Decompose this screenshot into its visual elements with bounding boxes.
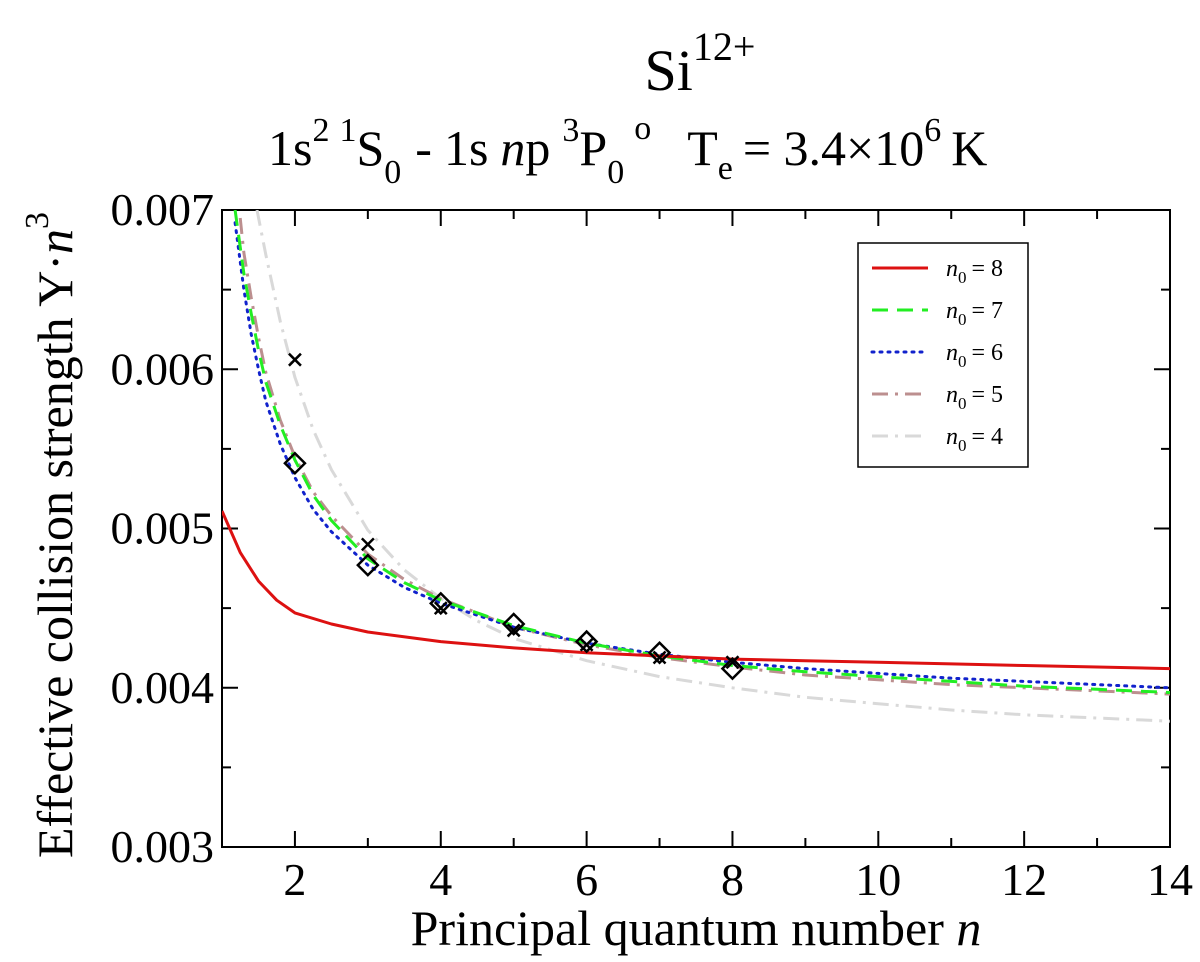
title-ion: Si [645, 38, 693, 103]
diamond-marker [283, 451, 307, 475]
y-axis-label: Effective collision strength Y·n3 [19, 212, 83, 858]
cross-marker [725, 655, 740, 670]
cross-marker [579, 637, 594, 652]
diamond-marker [429, 591, 453, 616]
series-line-n0-7 [233, 210, 1170, 694]
legend-label: n0 = 5 [946, 382, 1003, 413]
legend-label: n0 = 8 [946, 256, 1003, 287]
cross-marker [506, 623, 521, 638]
cross-marker [360, 537, 375, 552]
x-tick-label: 8 [721, 854, 744, 905]
series-line-n0-6 [233, 221, 1170, 690]
diamond-marker [356, 553, 380, 577]
cross-marker [652, 650, 667, 665]
series-line-n0-8 [222, 510, 1170, 671]
y-tick-label: 0.004 [111, 662, 215, 713]
x-axis-label: Principal quantum number n [411, 900, 982, 956]
y-tick-label: 0.005 [111, 503, 215, 554]
chart-title: Si12+ [645, 24, 756, 103]
legend: n0 = 8 n0 = 7 n0 = 6 n0 = 5 n0 = 4 [857, 242, 1029, 468]
x-tick-label: 10 [855, 854, 901, 905]
y-tick-label: 0.006 [111, 343, 215, 394]
y-tick-label: 0.003 [111, 821, 215, 872]
diamond-marker [720, 656, 745, 681]
legend-label: n0 = 6 [946, 340, 1003, 371]
marker-layer [283, 352, 745, 681]
y-tick-label: 0.007 [111, 184, 215, 235]
x-tick-label: 4 [429, 854, 452, 905]
cross-marker [288, 352, 302, 367]
legend-label: n0 = 7 [946, 298, 1003, 329]
x-axis: 2 4 6 8 10 12 14 [283, 210, 1193, 905]
x-tick-label: 6 [575, 854, 598, 905]
diamond-marker [647, 640, 672, 665]
x-tick-label: 12 [1001, 854, 1047, 905]
series-line-n0-5 [238, 217, 1170, 696]
legend-label: n0 = 4 [946, 424, 1003, 455]
chart-subtitle: 1s2 1S0-1s np 3P0o Te = 3.4×106 K [268, 110, 987, 191]
x-tick-label: 14 [1147, 854, 1193, 905]
y-axis: 0.003 0.004 0.005 0.006 0.007 [111, 184, 1170, 872]
cross-marker [433, 601, 448, 616]
series-line-n0-4 [255, 210, 1170, 723]
diamond-marker [501, 612, 526, 636]
diamond-marker [574, 629, 599, 654]
legend-box [857, 242, 1029, 468]
x-tick-label: 2 [283, 854, 306, 905]
title-charge: 12+ [693, 24, 756, 69]
series-layer [222, 210, 1170, 723]
